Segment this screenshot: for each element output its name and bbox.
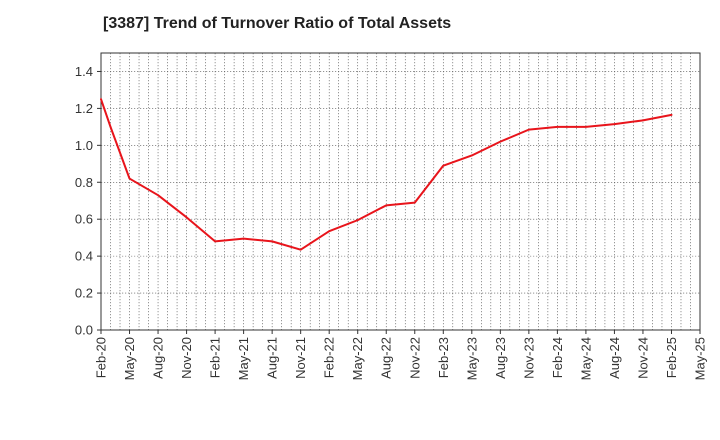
- x-tick-label: Aug-24: [607, 337, 622, 379]
- series-line: [100, 98, 673, 251]
- x-tick-label: May-24: [578, 337, 593, 380]
- y-tick-label: 1.4: [75, 64, 93, 79]
- x-tick-label: Nov-24: [635, 337, 650, 379]
- x-tick-label: Feb-20: [94, 337, 109, 378]
- x-tick-label: Feb-23: [436, 337, 451, 378]
- y-tick-label: 0.4: [75, 249, 93, 264]
- plot-frame: [100, 52, 701, 331]
- y-tick-label: 0.2: [75, 286, 93, 301]
- x-tick-label: Feb-25: [664, 337, 679, 378]
- chart-title: [3387] Trend of Turnover Ratio of Total …: [103, 15, 452, 32]
- x-tick-label: May-20: [122, 337, 137, 380]
- x-tick-label: Aug-22: [379, 337, 394, 379]
- x-tick-label: Nov-23: [521, 337, 536, 379]
- y-tick-label: 0.8: [75, 175, 93, 190]
- x-tick-label: Aug-21: [265, 337, 280, 379]
- x-tick-label: May-21: [236, 337, 251, 380]
- x-tick-label: Nov-21: [293, 337, 308, 379]
- y-tick-label: 0.6: [75, 212, 93, 227]
- x-tick-label: Aug-20: [151, 337, 166, 379]
- y-tick-label: 1.0: [75, 138, 93, 153]
- x-tick-label: May-22: [350, 337, 365, 380]
- y-tick-label: 1.2: [75, 101, 93, 116]
- x-tick-label: May-23: [464, 337, 479, 380]
- plot-area: [101, 53, 700, 330]
- x-tick-label: Aug-23: [493, 337, 508, 379]
- y-tick-label: 0.0: [75, 323, 93, 338]
- x-tick-label: Feb-21: [208, 337, 223, 378]
- x-tick-label: Nov-20: [179, 337, 194, 379]
- x-tick-label: Feb-22: [322, 337, 337, 378]
- x-tick-label: Nov-22: [407, 337, 422, 379]
- x-tick-label: Feb-24: [550, 337, 565, 378]
- x-tick-label: May-25: [693, 337, 708, 380]
